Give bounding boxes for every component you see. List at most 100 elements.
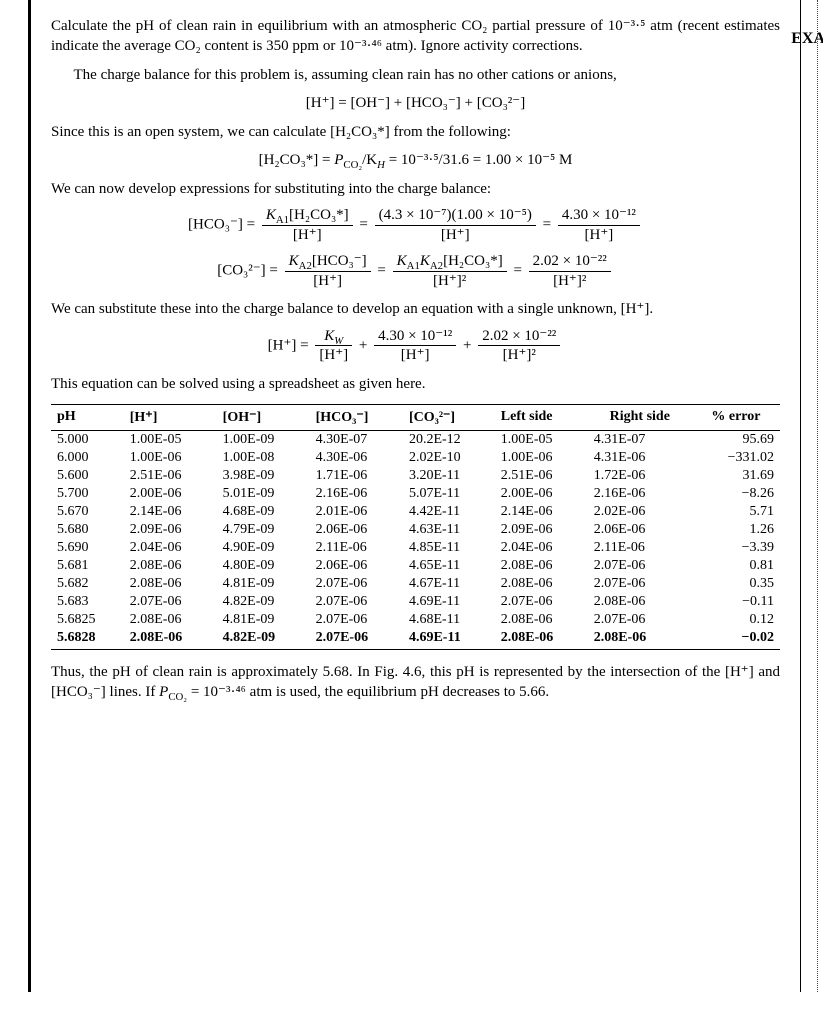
table-cell: 4.90E-09 <box>217 539 310 557</box>
table-cell: 2.16E-06 <box>310 485 403 503</box>
eq5-frac3: 2.02 × 10⁻²² [H⁺]² <box>478 328 560 364</box>
paragraph-open-system: Since this is an open system, we can cal… <box>51 122 780 142</box>
table-cell: 0.12 <box>692 611 780 629</box>
table-body: 5.0001.00E-051.00E-094.30E-0720.2E-121.0… <box>51 430 780 649</box>
table-cell: 1.00E-06 <box>495 449 588 467</box>
col-right: Right side <box>588 404 692 430</box>
equation-final: [H⁺] = KW [H⁺] + 4.30 × 10⁻¹² [H⁺] + 2.0… <box>51 328 780 364</box>
table-cell: 5.6825 <box>51 611 124 629</box>
table-cell: 2.07E-06 <box>588 557 692 575</box>
table-cell: −0.02 <box>692 629 780 650</box>
table-cell: 5.700 <box>51 485 124 503</box>
table-cell: 4.68E-11 <box>403 611 495 629</box>
eq3-frac2: (4.3 × 10⁻⁷)(1.00 × 10⁻⁵) [H⁺] <box>375 207 536 243</box>
eq5-frac2: 4.30 × 10⁻¹² [H⁺] <box>374 328 456 364</box>
table-row: 5.7002.00E-065.01E-092.16E-065.07E-112.0… <box>51 485 780 503</box>
table-cell: 2.08E-06 <box>124 575 217 593</box>
paragraph-chargebalance-intro: The charge balance for this problem is, … <box>51 65 780 85</box>
table-cell: −331.02 <box>692 449 780 467</box>
table-cell: 2.07E-06 <box>310 575 403 593</box>
table-cell: 4.63E-11 <box>403 521 495 539</box>
table-cell: 20.2E-12 <box>403 430 495 449</box>
table-row: 5.6002.51E-063.98E-091.71E-063.20E-112.5… <box>51 467 780 485</box>
eq4-frac1: KA2[HCO₃⁻] [H⁺] <box>285 253 371 289</box>
table-cell: 2.09E-06 <box>124 521 217 539</box>
table-cell: 2.07E-06 <box>588 611 692 629</box>
table-cell: 5.6828 <box>51 629 124 650</box>
col-HCO3: [HCO₃⁻] <box>310 404 403 430</box>
equation-h2co3: [H₂CO₃*] = PCO₂/KH = 10⁻³·⁵/31.6 = 1.00 … <box>51 150 780 169</box>
table-cell: 2.08E-06 <box>495 557 588 575</box>
paragraph-develop-expr: We can now develop expressions for subst… <box>51 179 780 199</box>
table-cell: 4.31E-06 <box>588 449 692 467</box>
table-cell: 5.681 <box>51 557 124 575</box>
table-cell: 1.00E-05 <box>124 430 217 449</box>
table-cell: 3.20E-11 <box>403 467 495 485</box>
table-cell: 2.08E-06 <box>495 629 588 650</box>
eq2-div: /K <box>362 152 377 168</box>
eq2-lhs: [H₂CO₃*] = <box>259 152 335 168</box>
table-cell: 2.11E-06 <box>310 539 403 557</box>
table-cell: 2.08E-06 <box>124 611 217 629</box>
table-cell: −0.11 <box>692 593 780 611</box>
col-left: Left side <box>495 404 588 430</box>
eq3-frac3: 4.30 × 10⁻¹² [H⁺] <box>558 207 640 243</box>
table-cell: −8.26 <box>692 485 780 503</box>
table-cell: 4.85E-11 <box>403 539 495 557</box>
table-cell: 5.683 <box>51 593 124 611</box>
table-cell: 0.35 <box>692 575 780 593</box>
equation-hco3: [HCO₃⁻] = KA1[H₂CO₃*] [H⁺] = (4.3 × 10⁻⁷… <box>51 207 780 243</box>
table-cell: 1.00E-08 <box>217 449 310 467</box>
eq3-frac1: KA1[H₂CO₃*] [H⁺] <box>262 207 353 243</box>
table-cell: 5.01E-09 <box>217 485 310 503</box>
table-cell: 2.06E-06 <box>310 557 403 575</box>
eq4-frac2: KA1KA2[H₂CO₃*] [H⁺]² <box>393 253 507 289</box>
table-cell: 2.04E-06 <box>495 539 588 557</box>
table-cell: 2.00E-06 <box>124 485 217 503</box>
table-row: 5.6802.09E-064.79E-092.06E-064.63E-112.0… <box>51 521 780 539</box>
table-cell: 1.00E-06 <box>124 449 217 467</box>
table-row: 5.6702.14E-064.68E-092.01E-064.42E-112.1… <box>51 503 780 521</box>
table-cell: 2.08E-06 <box>124 629 217 650</box>
table-cell: 31.69 <box>692 467 780 485</box>
table-cell: 4.30E-06 <box>310 449 403 467</box>
table-cell: 4.65E-11 <box>403 557 495 575</box>
eq2-sub-co2: CO₂ <box>343 159 362 171</box>
table-cell: 1.71E-06 <box>310 467 403 485</box>
col-OH: [OH⁻] <box>217 404 310 430</box>
col-pH: pH <box>51 404 124 430</box>
table-cell: 2.07E-06 <box>124 593 217 611</box>
table-cell: 2.11E-06 <box>588 539 692 557</box>
table-cell: 4.80E-09 <box>217 557 310 575</box>
table-cell: 4.69E-11 <box>403 593 495 611</box>
table-cell: 2.07E-06 <box>310 629 403 650</box>
table-cell: 4.79E-09 <box>217 521 310 539</box>
eq5-lhs: [H⁺] = <box>268 337 313 353</box>
table-cell: 5.600 <box>51 467 124 485</box>
table-row: 5.6832.07E-064.82E-092.07E-064.69E-112.0… <box>51 593 780 611</box>
table-cell: 2.09E-06 <box>495 521 588 539</box>
table-cell: 4.30E-07 <box>310 430 403 449</box>
table-cell: 5.682 <box>51 575 124 593</box>
paragraph-problem: Calculate the pH of clean rain in equili… <box>51 16 780 57</box>
eq2-p: P <box>334 152 343 168</box>
table-cell: 2.07E-06 <box>310 611 403 629</box>
eq3-label: [HCO₃⁻] = <box>188 217 259 233</box>
table-cell: 2.16E-06 <box>588 485 692 503</box>
table-row: 5.681 2.08E-06 4.80E-092.06E-064.65E-11 2.0… <box>51 557 780 575</box>
table-cell: 5.07E-11 <box>403 485 495 503</box>
table-cell: 2.08E-06 <box>495 575 588 593</box>
table-cell: 2.04E-06 <box>124 539 217 557</box>
table-cell: 2.06E-06 <box>588 521 692 539</box>
table-row: 5.68252.08E-064.81E-092.07E-064.68E-112.… <box>51 611 780 629</box>
table-cell: 5.690 <box>51 539 124 557</box>
para7b: = 10⁻³·⁴⁶ atm is used, the equilibrium p… <box>187 684 549 700</box>
table-cell: 2.02E-10 <box>403 449 495 467</box>
table-cell: 2.51E-06 <box>124 467 217 485</box>
page-right-dotted-edge <box>817 0 818 992</box>
table-cell: 4.31E-07 <box>588 430 692 449</box>
table-cell: 2.01E-06 <box>310 503 403 521</box>
table-cell: 5.670 <box>51 503 124 521</box>
table-cell: 2.08E-06 <box>588 593 692 611</box>
table-cell: 2.06E-06 <box>310 521 403 539</box>
